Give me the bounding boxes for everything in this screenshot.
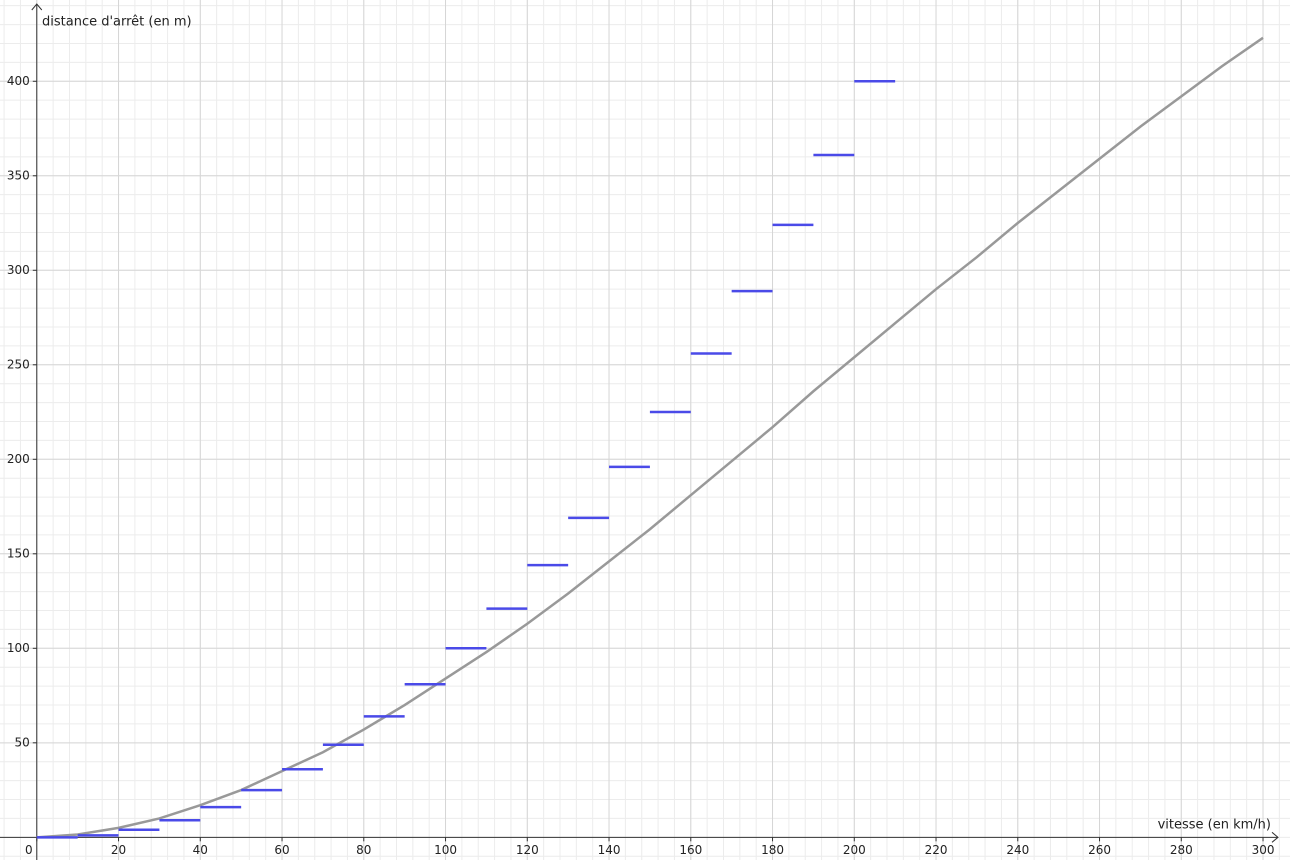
x-tick-label: 0 (25, 843, 33, 857)
y-axis-arrow (31, 3, 43, 11)
x-tick-label: 200 (843, 843, 866, 857)
y-tick-label: 150 (7, 546, 30, 560)
marks (36, 36, 1264, 839)
y-tick-label: 350 (7, 168, 30, 182)
x-tick-label: 80 (356, 843, 371, 857)
x-tick-label: 120 (516, 843, 539, 857)
x-axis-arrow (1271, 831, 1279, 843)
x-axis-label: vitesse (en km/h) (1158, 818, 1271, 833)
x-tick-label: 280 (1170, 843, 1193, 857)
x-tick-label: 140 (598, 843, 621, 857)
x-tick-label: 60 (274, 843, 289, 857)
axes: 0 20 40 60 80 100 120 140 160 180 200 220 240 260 280 3… (0, 3, 1279, 860)
x-tick-label: 300 (1252, 843, 1275, 857)
x-tick-label: 220 (925, 843, 948, 857)
x-tick-label: 260 (1088, 843, 1111, 857)
y-axis-label: distance d'arrêt (en m) (42, 15, 192, 30)
x-tick-label: 160 (679, 843, 702, 857)
x-tick-label: 20 (111, 843, 126, 857)
x-tick-label: 40 (193, 843, 208, 857)
y-tick-label: 50 (15, 735, 30, 749)
y-tick-label: 300 (7, 263, 30, 277)
x-tick-label: 180 (761, 843, 784, 857)
y-tick-label: 100 (7, 641, 30, 655)
y-tick-label: 400 (7, 74, 30, 88)
x-tick-label: 240 (1006, 843, 1029, 857)
y-tick-label: 200 (7, 452, 30, 466)
x-tick-label: 100 (434, 843, 457, 857)
curve (36, 36, 1264, 839)
y-tick-label: 250 (7, 357, 30, 371)
